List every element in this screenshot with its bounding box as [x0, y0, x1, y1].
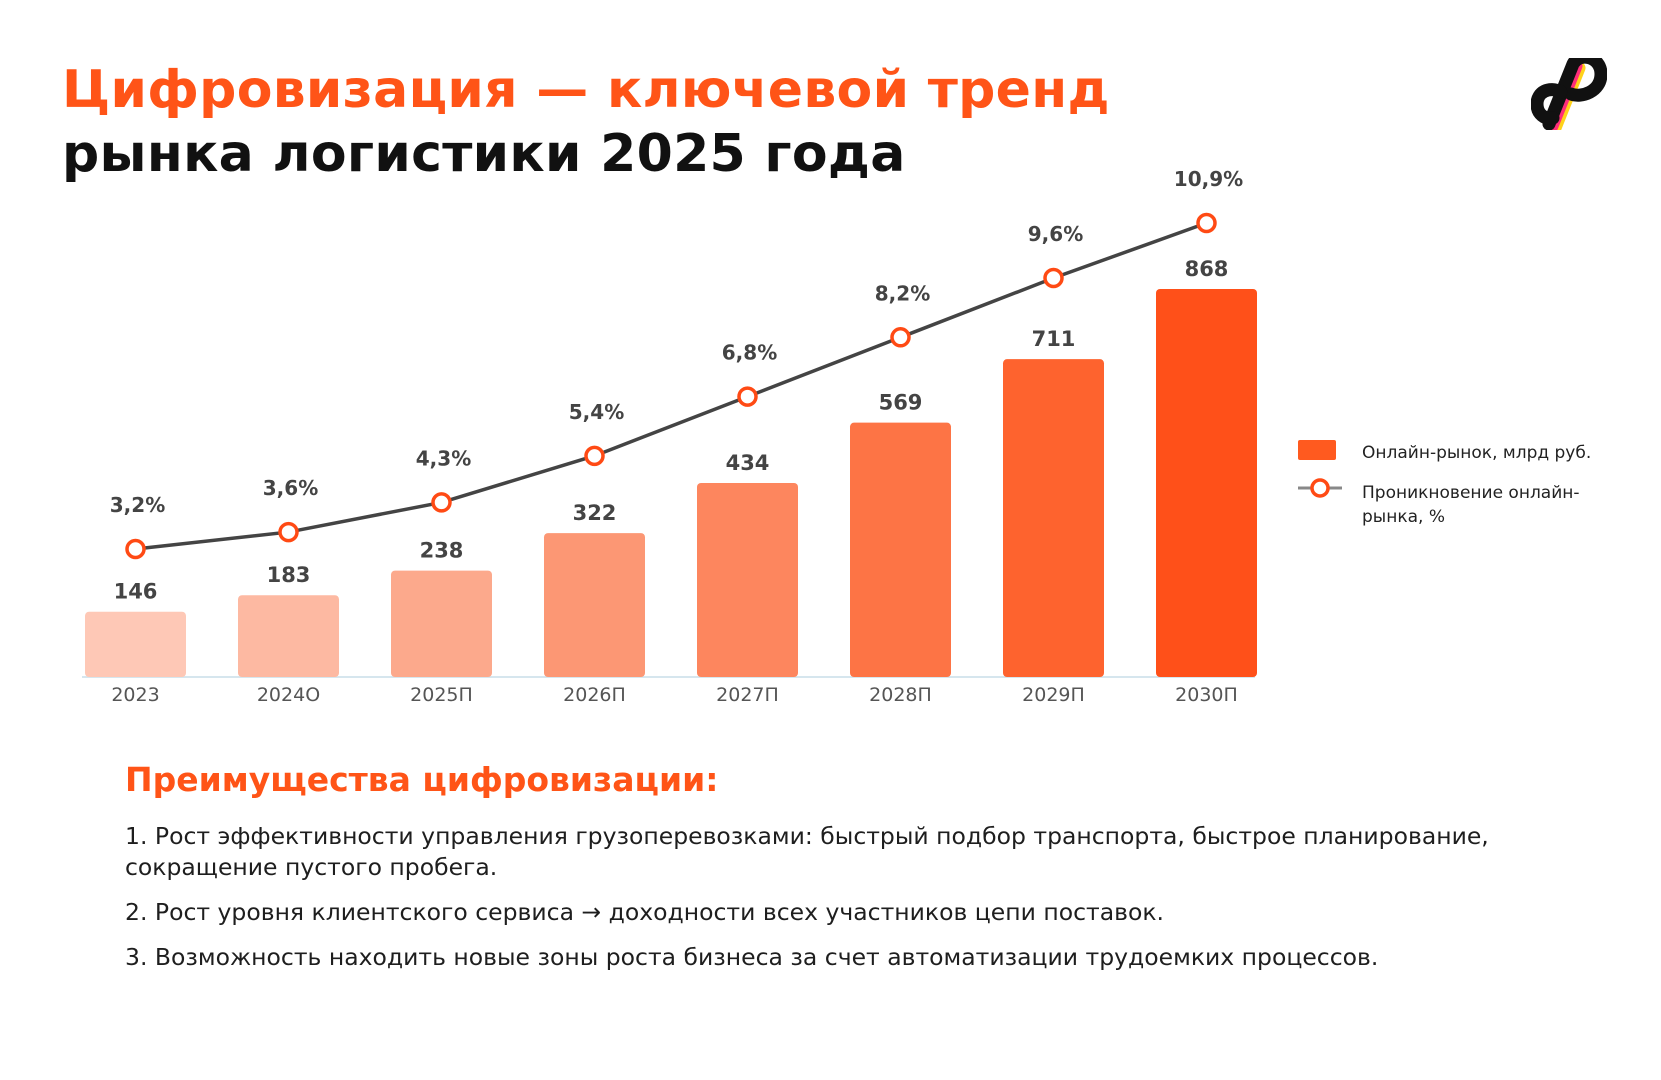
line-point-2025П: [431, 492, 452, 513]
bar-value-label: 238: [420, 539, 464, 563]
benefit-item-1: 1. Рост эффективности управления грузопе…: [125, 822, 1489, 881]
brand-logo-icon: [1531, 58, 1607, 130]
bar-value-label: 569: [879, 391, 923, 415]
title-line-1: Цифровизация — ключевой тренд: [62, 60, 1110, 120]
title-line-2: рынка логистики 2025 года: [62, 124, 906, 184]
line-value-label: 4,3%: [416, 446, 471, 470]
legend-bar-label: Онлайн-рынок, млрд руб.: [1362, 443, 1592, 463]
bar-2030П: [1156, 289, 1257, 677]
x-tick-label: 2029П: [1022, 684, 1085, 706]
x-tick-label: 2027П: [716, 684, 779, 706]
line-value-label: 10,9%: [1174, 167, 1243, 191]
bar-value-label: 868: [1185, 257, 1229, 281]
line-value-label: 9,6%: [1028, 222, 1083, 246]
bar-2028П: [850, 422, 951, 677]
penetration-line: [135, 221, 1208, 551]
x-tick-label: 2024О: [257, 684, 320, 706]
line-value-label: 3,6%: [263, 476, 318, 500]
x-tick-label: 2026П: [563, 684, 626, 706]
chart: 146 2023 183 2024О 238 2025П 322 2026П 434 2027П 5…: [82, 167, 1257, 706]
legend-line-label: Проникновение онлайн-рынка, %: [1362, 483, 1580, 527]
line-point-2028П: [890, 327, 911, 348]
line-value-label: 5,4%: [569, 400, 624, 424]
bar-2029П: [1003, 359, 1104, 677]
legend-bar-swatch: [1298, 440, 1336, 460]
x-tick-label: 2023: [111, 684, 159, 706]
benefits-heading: Преимущества цифровизации:: [125, 760, 719, 799]
bar-value-label: 146: [114, 580, 158, 604]
benefits-section: Преимущества цифровизации: 1. Рост эффек…: [125, 760, 1545, 987]
line-point-2026П: [584, 445, 605, 467]
line-point-2024О: [278, 521, 299, 543]
bar-value-label: 711: [1032, 327, 1076, 351]
line-point-2030П: [1196, 212, 1217, 234]
line-value-label: 3,2%: [110, 493, 165, 517]
benefit-item-3: 3. Возможность находить новые зоны роста…: [125, 943, 1379, 971]
bar-2024О: [238, 595, 339, 677]
bar-value-label: 183: [267, 563, 311, 587]
line-point-2027П: [737, 386, 758, 407]
line-point-2029П: [1043, 267, 1064, 289]
line-point-2023: [125, 538, 146, 560]
x-tick-label: 2025П: [410, 684, 473, 706]
bar-value-label: 322: [573, 501, 617, 525]
bar-2025П: [391, 570, 492, 677]
bar-value-label: 434: [726, 451, 770, 475]
bar-2026П: [544, 533, 645, 677]
legend-line-swatch: [1298, 478, 1342, 498]
x-tick-label: 2028П: [869, 684, 932, 706]
page-title: Цифровизация — ключевой тренд рынка логи…: [62, 58, 1110, 186]
x-tick-label: 2030П: [1175, 684, 1238, 706]
bar-2027П: [697, 483, 798, 677]
bar-2023: [85, 611, 186, 677]
benefit-item-2: 2. Рост уровня клиентского сервиса → дох…: [125, 898, 1164, 926]
line-value-label: 6,8%: [722, 341, 777, 365]
line-value-label: 8,2%: [875, 281, 930, 305]
